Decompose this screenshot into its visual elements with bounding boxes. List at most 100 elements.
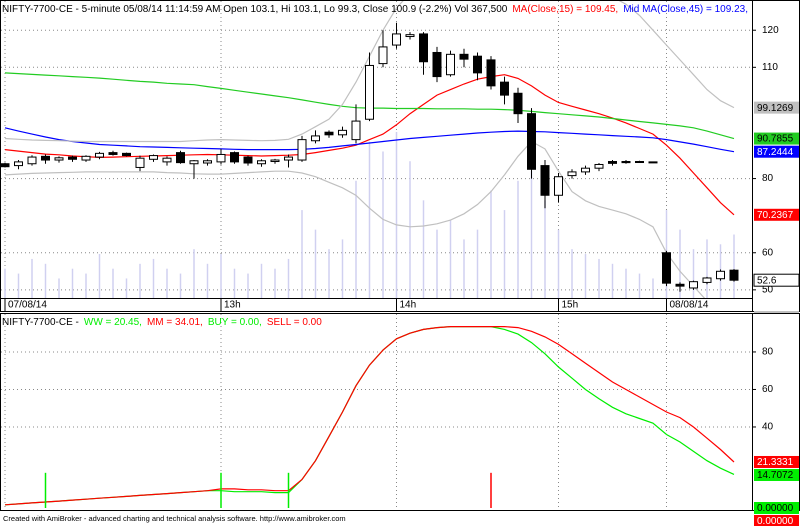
- candle-body: [149, 155, 158, 160]
- candle-body: [297, 139, 307, 161]
- candle-body: [446, 53, 455, 76]
- value-box: [754, 502, 799, 514]
- candle-body: [365, 64, 374, 120]
- y-tick-label: 110: [762, 62, 778, 73]
- candle-body: [405, 34, 415, 38]
- legend-entry: SELL = 0.00: [267, 317, 322, 328]
- y-tick-label: 60: [762, 247, 774, 258]
- candle-body: [702, 277, 712, 283]
- pane-title: NIFTY-7700-CE - 5-minute 05/08/14 11:14:…: [2, 4, 748, 15]
- candle-body: [270, 159, 280, 163]
- value-box: [754, 468, 799, 481]
- y-tick-label: 120: [762, 25, 779, 36]
- candle-body: [176, 152, 185, 164]
- value-box: [754, 455, 799, 468]
- candle-body: [729, 269, 739, 281]
- candle-body: [351, 120, 361, 141]
- candle-body: [54, 157, 64, 161]
- value-label: 21.3331: [757, 457, 794, 468]
- value-box: [754, 101, 799, 114]
- legend-entry: BUY = 0.00,: [208, 317, 262, 328]
- candle-body: [216, 153, 226, 163]
- series-line: [4, 140, 706, 299]
- candle-body: [108, 152, 118, 155]
- legend-entry: WW = 20.45,: [84, 317, 142, 328]
- candle-body: [68, 156, 77, 160]
- candle-body: [689, 281, 698, 289]
- value-box: [754, 145, 799, 158]
- x-tick-label: 07/08/14: [8, 300, 47, 311]
- y-tick-label: 50: [762, 284, 774, 295]
- candle-body: [378, 46, 388, 65]
- candle-body: [81, 155, 91, 161]
- title: NIFTY-7700-CE -: [2, 317, 79, 328]
- legend-entry: MM = 34.01,: [147, 317, 203, 328]
- candle-body: [27, 156, 37, 165]
- candle-body: [14, 161, 23, 167]
- candle-body: [648, 161, 658, 164]
- candle-body: [581, 167, 590, 173]
- candle-body: [122, 152, 131, 157]
- plot-area: [1, 1, 752, 299]
- legend-entry: Mid MA(Close,45) = 109.23,: [623, 4, 748, 15]
- candle-body: [621, 161, 631, 164]
- candle-body: [392, 33, 401, 46]
- candle-body: [635, 161, 644, 164]
- pane-title: NIFTY-7700-CE - WW = 20.45, MM = 34.01, BUY…: [2, 317, 322, 328]
- candle-body: [162, 157, 172, 163]
- x-tick-label: 14h: [400, 300, 417, 311]
- plot-area: [1, 314, 752, 508]
- footer: Created with AmiBroker - advanced charti…: [3, 514, 346, 523]
- value-box: [754, 515, 799, 526]
- candle-body: [473, 55, 482, 74]
- candle-body: [527, 113, 536, 170]
- candle-body: [284, 156, 293, 161]
- candle-body: [716, 270, 725, 280]
- candle-body: [41, 155, 50, 161]
- legend-entry: MA(Close,15) = 109.45,: [512, 4, 618, 15]
- candle-body: [189, 160, 199, 165]
- value-label: 52.6: [757, 275, 777, 286]
- value-box: [754, 208, 799, 221]
- series-line: [4, 326, 735, 506]
- value-label: 14.7072: [757, 470, 794, 481]
- candle-body: [500, 81, 509, 96]
- y-tick-label: 80: [762, 173, 774, 184]
- candle-body: [203, 160, 212, 164]
- value-label: 90.7855: [757, 134, 794, 145]
- candle-body: [675, 283, 685, 287]
- candle-body: [594, 163, 604, 169]
- candle-body: [486, 59, 496, 87]
- x-tick-label: 08/08/14: [670, 300, 709, 311]
- candle-body: [608, 161, 617, 164]
- value-box: [754, 132, 799, 145]
- x-tick-label: 13h: [224, 300, 241, 311]
- candle-body: [513, 92, 523, 115]
- candle-body: [662, 252, 671, 284]
- candle-body: [243, 156, 253, 164]
- candle-body: [324, 131, 334, 136]
- title: NIFTY-7700-CE - 5-minute 05/08/14 11:14:…: [2, 4, 508, 15]
- candle-body: [540, 165, 550, 196]
- value-label: 0.00000: [757, 503, 794, 514]
- y-tick-label: 40: [762, 422, 774, 433]
- pane-frame: [0, 313, 800, 511]
- candle-body: [135, 157, 145, 168]
- value-box: [753, 273, 800, 287]
- value-label: 99.1269: [757, 103, 794, 114]
- candle-body: [419, 33, 428, 63]
- candle-body: [1, 163, 10, 168]
- candle-body: [567, 171, 577, 177]
- candle-body: [432, 51, 442, 78]
- value-label: 0.00000: [757, 516, 794, 526]
- series-line: [4, 127, 735, 153]
- candle-body: [459, 53, 469, 60]
- value-label: 87.2444: [757, 147, 794, 158]
- value-label: 70.2367: [757, 210, 794, 221]
- candle-body: [338, 129, 347, 136]
- candle-body: [554, 176, 563, 196]
- y-tick-label: 80: [762, 347, 774, 358]
- candle-body: [230, 152, 239, 163]
